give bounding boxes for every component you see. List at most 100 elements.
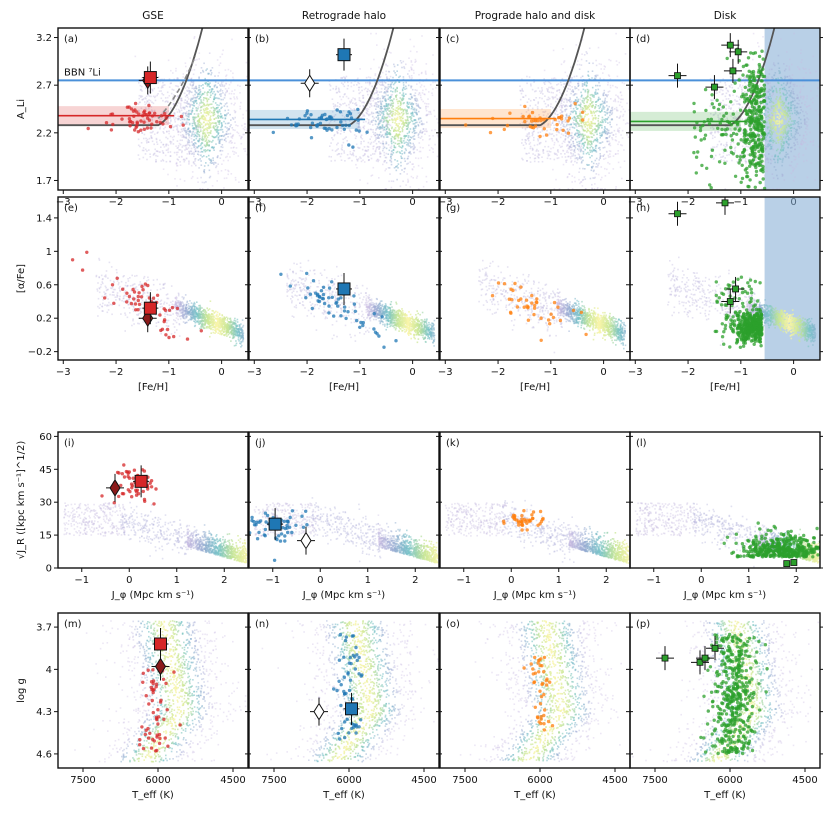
density-cloud-cell	[786, 142, 789, 145]
density-cloud-cell	[181, 146, 184, 148]
density-cloud-cell	[395, 124, 398, 126]
density-cloud-cell	[415, 104, 418, 107]
density-cloud-cell	[577, 100, 580, 102]
density-cloud-cell	[394, 88, 397, 91]
density-cloud-cell	[182, 159, 185, 161]
density-cloud-cell	[207, 83, 209, 86]
density-cloud-cell	[205, 156, 208, 158]
density-cloud-cell	[223, 84, 226, 87]
density-cloud-cell	[579, 124, 582, 127]
density-cloud-cell	[217, 170, 219, 173]
density-cloud-cell	[197, 89, 200, 92]
density-cloud-cell	[204, 104, 206, 107]
density-cloud-cell	[809, 141, 812, 143]
density-cloud-cell	[426, 156, 429, 158]
density-cloud-cell	[530, 83, 532, 85]
density-cloud-cell	[788, 109, 791, 112]
density-cloud-cell	[579, 112, 581, 115]
density-cloud-cell	[394, 119, 397, 121]
density-cloud-cell	[790, 123, 792, 126]
density-cloud-cell	[193, 87, 196, 90]
density-cloud-cell	[789, 106, 792, 109]
density-cloud-cell	[220, 107, 222, 110]
density-cloud-cell	[574, 87, 576, 90]
density-cloud-cell	[413, 135, 416, 137]
density-cloud-cell	[157, 86, 160, 89]
density-cloud-cell	[401, 129, 404, 131]
density-cloud-cell	[603, 92, 605, 94]
density-cloud-cell	[200, 154, 202, 157]
density-cloud-cell	[562, 149, 564, 152]
density-cloud-cell	[373, 98, 375, 100]
density-cloud-cell	[553, 143, 556, 146]
density-cloud-cell	[234, 116, 236, 119]
density-cloud-cell	[169, 122, 171, 125]
density-cloud-cell	[210, 118, 212, 121]
density-cloud-cell	[373, 78, 375, 80]
density-cloud-cell	[160, 97, 163, 100]
density-cloud-cell	[520, 112, 523, 115]
density-cloud-cell	[579, 110, 581, 113]
density-cloud-cell	[162, 81, 164, 84]
density-cloud-cell	[736, 161, 739, 163]
density-cloud-cell	[409, 139, 411, 141]
density-cloud-cell	[529, 99, 532, 102]
density-cloud-cell	[391, 136, 394, 138]
density-cloud-cell	[417, 125, 420, 127]
density-cloud-cell	[572, 154, 575, 157]
density-cloud-cell	[372, 97, 374, 99]
density-cloud-cell	[391, 102, 394, 105]
density-cloud-cell	[794, 130, 797, 133]
density-cloud-cell	[590, 140, 592, 143]
density-cloud-cell	[782, 126, 785, 129]
density-cloud-cell	[355, 104, 358, 106]
density-cloud-cell	[169, 108, 172, 110]
density-cloud-cell	[181, 134, 184, 136]
density-cloud-cell	[207, 164, 210, 167]
density-cloud-cell	[766, 126, 769, 128]
density-cloud-cell	[186, 140, 189, 143]
density-cloud-cell	[408, 106, 410, 108]
density-cloud-cell	[146, 138, 149, 141]
density-cloud-cell	[597, 126, 600, 129]
density-cloud-cell	[575, 124, 577, 127]
density-cloud-cell	[527, 107, 530, 109]
density-cloud-cell	[570, 104, 573, 107]
density-cloud-cell	[356, 160, 359, 162]
density-cloud-cell	[183, 118, 186, 121]
density-cloud-cell	[177, 159, 180, 161]
density-cloud-cell	[150, 111, 153, 113]
density-cloud-cell	[188, 116, 190, 118]
density-cloud-cell	[542, 152, 545, 154]
density-cloud-cell	[204, 97, 207, 99]
density-cloud-cell	[401, 153, 403, 155]
density-cloud-cell	[379, 120, 382, 123]
density-cloud-cell	[335, 91, 338, 94]
density-cloud-cell	[789, 82, 792, 85]
density-cloud-cell	[566, 145, 568, 147]
density-cloud-cell	[414, 94, 417, 97]
density-cloud-cell	[422, 128, 425, 130]
density-cloud-cell	[340, 152, 343, 155]
density-cloud-cell	[177, 130, 180, 133]
density-cloud-cell	[564, 71, 567, 74]
density-cloud-cell	[570, 107, 572, 110]
density-cloud-cell	[190, 81, 193, 83]
density-cloud-cell	[372, 148, 374, 150]
density-cloud-cell	[205, 162, 207, 164]
density-cloud-cell	[420, 72, 423, 75]
density-cloud-cell	[580, 157, 582, 159]
density-cloud-cell	[419, 94, 422, 97]
density-cloud-cell	[353, 109, 356, 112]
density-cloud-cell	[397, 105, 400, 108]
density-cloud-cell	[213, 163, 215, 166]
member-point	[349, 116, 354, 120]
density-cloud-cell	[734, 147, 736, 150]
density-cloud-cell	[548, 97, 551, 100]
density-cloud-cell	[342, 103, 344, 105]
member-point	[357, 129, 361, 133]
density-cloud-cell	[803, 160, 805, 163]
density-cloud-cell	[385, 188, 387, 190]
density-cloud-cell	[402, 82, 405, 84]
density-cloud-cell	[173, 78, 175, 81]
